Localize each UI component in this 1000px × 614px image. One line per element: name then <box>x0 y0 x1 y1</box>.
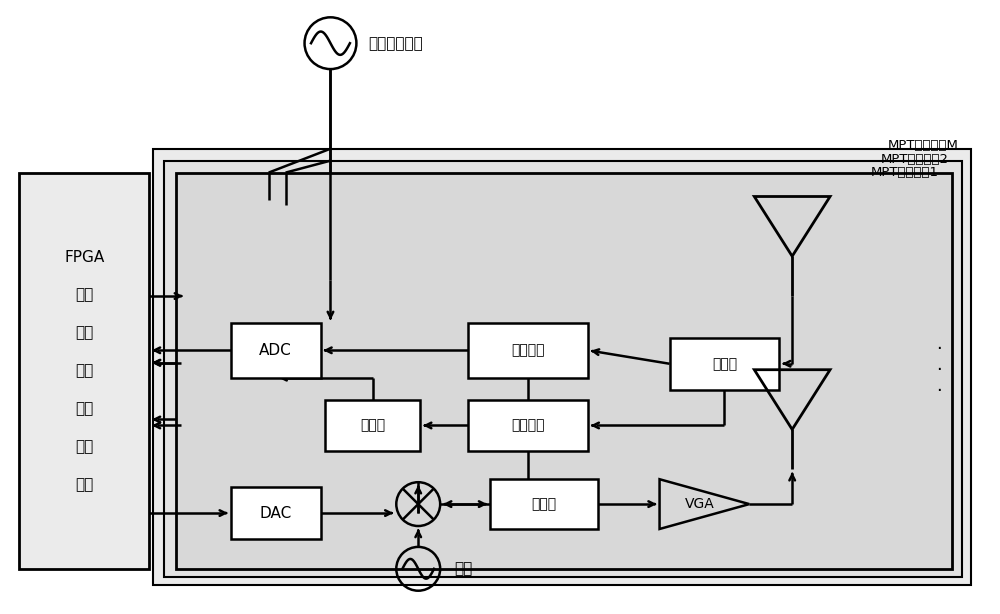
Bar <box>231 323 320 378</box>
Bar <box>164 161 962 577</box>
Text: 功率信号: 功率信号 <box>511 343 545 357</box>
Bar <box>176 173 952 569</box>
Bar <box>325 400 420 451</box>
Bar <box>231 487 320 539</box>
Text: 功率: 功率 <box>75 401 93 416</box>
Text: 同步时钟控制: 同步时钟控制 <box>368 36 423 51</box>
Bar <box>153 149 971 585</box>
Bar <box>468 323 588 378</box>
Text: 分布: 分布 <box>75 439 93 454</box>
Text: 本振: 本振 <box>454 561 472 577</box>
Text: 发射: 发射 <box>75 363 93 378</box>
Text: DAC: DAC <box>260 505 292 521</box>
Text: MPT发射通道1: MPT发射通道1 <box>871 166 939 179</box>
Bar <box>490 479 598 529</box>
Text: MPT发射通道2: MPT发射通道2 <box>881 153 949 166</box>
Text: 解调器: 解调器 <box>712 357 737 371</box>
Text: ADC: ADC <box>259 343 292 358</box>
Text: MPT发射通道M: MPT发射通道M <box>888 139 959 152</box>
Text: VGA: VGA <box>685 497 714 511</box>
Bar <box>19 173 149 569</box>
Text: 相位: 相位 <box>75 287 93 303</box>
Text: 导引信号: 导引信号 <box>511 419 545 432</box>
Text: FPGA: FPGA <box>64 250 104 265</box>
Text: 优化: 优化 <box>75 476 93 492</box>
Text: 共轭: 共轭 <box>75 325 93 340</box>
Text: 倍频器: 倍频器 <box>531 497 556 511</box>
Bar <box>468 400 588 451</box>
Text: ·
·
·: · · · <box>936 340 942 400</box>
Text: 鉴幅器: 鉴幅器 <box>360 419 385 432</box>
Bar <box>670 338 779 390</box>
